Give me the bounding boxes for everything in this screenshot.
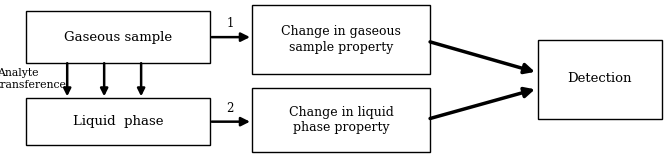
Text: Liquid  phase: Liquid phase xyxy=(73,115,163,128)
FancyBboxPatch shape xyxy=(252,5,430,74)
Text: 2: 2 xyxy=(226,102,233,115)
Text: 1: 1 xyxy=(226,17,233,30)
FancyBboxPatch shape xyxy=(538,40,662,118)
FancyBboxPatch shape xyxy=(252,88,430,152)
Text: Detection: Detection xyxy=(568,73,632,85)
Text: Change in liquid
phase property: Change in liquid phase property xyxy=(288,106,394,134)
Text: Analyte
transference: Analyte transference xyxy=(0,68,67,90)
FancyBboxPatch shape xyxy=(26,11,210,63)
FancyBboxPatch shape xyxy=(26,98,210,145)
Text: Change in gaseous
sample property: Change in gaseous sample property xyxy=(281,25,401,54)
Text: Gaseous sample: Gaseous sample xyxy=(64,31,172,44)
